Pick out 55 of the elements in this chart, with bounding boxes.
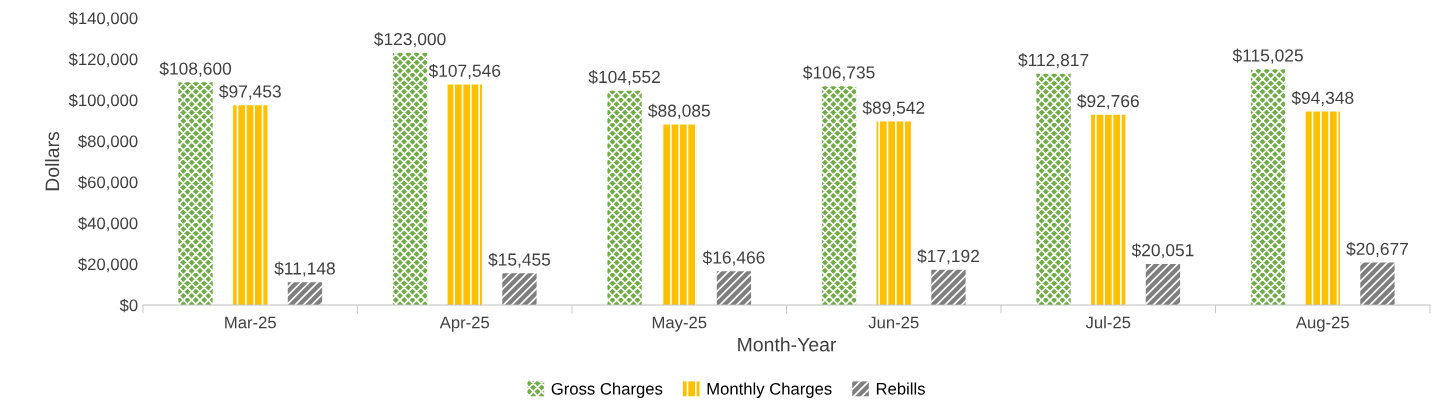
x-tick-label: Mar-25 <box>225 316 276 329</box>
data-label: $104,552 <box>588 70 660 86</box>
x-tick-label: Jun-25 <box>868 316 919 329</box>
bar <box>876 121 911 305</box>
x-tick-label: Apr-25 <box>439 316 490 332</box>
bar <box>233 105 268 305</box>
bar <box>931 269 966 305</box>
bar <box>287 282 323 305</box>
y-tick-label: $20,000 <box>78 257 138 273</box>
bar <box>1036 73 1071 305</box>
data-label: $108,600 <box>159 61 232 77</box>
y-tick-label: $40,000 <box>78 216 138 232</box>
y-tick-label: $100,000 <box>68 93 138 109</box>
bar <box>392 52 428 305</box>
y-tick-label: $120,000 <box>68 52 138 68</box>
data-label: $115,025 <box>1232 48 1303 64</box>
data-label: $15,455 <box>488 252 551 268</box>
data-label: $123,000 <box>374 32 446 48</box>
data-label: $89,542 <box>862 100 925 116</box>
bar <box>502 273 537 305</box>
legend-label: Gross Charges <box>551 382 663 398</box>
data-label: $11,148 <box>274 261 335 277</box>
bar <box>1360 262 1395 305</box>
x-axis-title: Month-Year <box>738 337 837 352</box>
data-label: $112,817 <box>1018 53 1089 69</box>
data-label: $94,348 <box>1291 90 1354 107</box>
y-tick-label: $0 <box>119 298 138 313</box>
data-label: $88,085 <box>648 103 710 119</box>
bar <box>607 90 642 305</box>
bar <box>447 84 482 305</box>
y-tick-label: $60,000 <box>78 175 138 191</box>
bar <box>821 86 857 305</box>
x-tick-label: Jul-25 <box>1085 316 1131 329</box>
data-label: $17,192 <box>917 249 979 265</box>
data-label: $106,735 <box>803 65 875 81</box>
bar <box>716 271 752 305</box>
data-label: $20,051 <box>1131 243 1194 259</box>
data-label: $92,766 <box>1077 94 1139 110</box>
legend-label: Rebills <box>876 382 925 395</box>
y-axis-title: Dollars <box>44 131 60 191</box>
y-tick-label: $140,000 <box>68 11 138 27</box>
x-tick-label: Aug-25 <box>1295 316 1349 332</box>
bar <box>1305 111 1340 305</box>
data-label: $16,466 <box>702 250 765 266</box>
legend-label: Monthly Charges <box>707 382 832 398</box>
bar <box>1091 114 1126 305</box>
y-tick-label: $80,000 <box>78 134 138 150</box>
bar <box>178 82 213 305</box>
bar <box>1250 69 1286 305</box>
data-label: $97,453 <box>219 84 281 100</box>
data-label: $107,546 <box>428 63 501 79</box>
bar <box>1145 263 1181 305</box>
x-tick-label: May-25 <box>652 316 707 332</box>
data-label: $20,677 <box>1346 241 1408 258</box>
bar <box>662 124 697 305</box>
